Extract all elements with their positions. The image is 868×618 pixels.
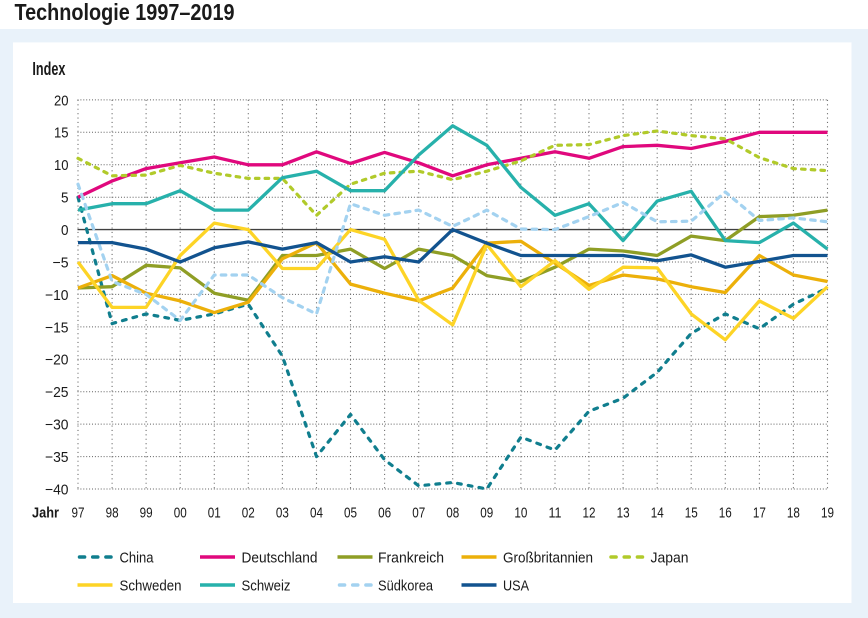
svg-text:20: 20 — [54, 92, 69, 109]
svg-text:USA: USA — [503, 578, 529, 595]
svg-text:Großbritannien: Großbritannien — [503, 550, 593, 567]
svg-text:Index: Index — [32, 59, 65, 79]
svg-text:99: 99 — [140, 505, 153, 522]
svg-text:04: 04 — [310, 505, 323, 522]
svg-text:−35: −35 — [45, 449, 69, 466]
svg-text:98: 98 — [106, 505, 119, 522]
svg-text:Deutschland: Deutschland — [242, 550, 318, 567]
svg-text:−30: −30 — [45, 417, 69, 434]
svg-text:China: China — [120, 550, 155, 567]
svg-text:16: 16 — [719, 505, 732, 522]
svg-text:10: 10 — [54, 157, 69, 174]
svg-text:Frankreich: Frankreich — [378, 550, 444, 567]
svg-text:09: 09 — [480, 505, 493, 522]
svg-text:12: 12 — [583, 505, 596, 522]
svg-text:18: 18 — [787, 505, 800, 522]
svg-text:−25: −25 — [45, 384, 69, 401]
svg-text:−20: −20 — [45, 352, 69, 369]
svg-text:17: 17 — [753, 505, 766, 522]
svg-text:15: 15 — [54, 125, 69, 142]
svg-text:05: 05 — [344, 505, 357, 522]
svg-text:08: 08 — [446, 505, 459, 522]
svg-text:Japan: Japan — [651, 550, 689, 567]
svg-text:5: 5 — [61, 190, 69, 207]
svg-text:13: 13 — [617, 505, 630, 522]
svg-text:00: 00 — [174, 505, 187, 522]
svg-text:0: 0 — [61, 222, 69, 239]
svg-text:−10: −10 — [45, 287, 69, 304]
svg-text:Jahr: Jahr — [32, 505, 59, 522]
svg-text:Technologie 1997–2019: Technologie 1997–2019 — [15, 0, 235, 25]
svg-text:15: 15 — [685, 505, 698, 522]
svg-text:−15: −15 — [45, 319, 69, 336]
svg-text:11: 11 — [549, 505, 562, 522]
svg-text:Schweden: Schweden — [120, 578, 182, 595]
svg-text:03: 03 — [276, 505, 289, 522]
svg-text:10: 10 — [514, 505, 527, 522]
svg-text:07: 07 — [412, 505, 425, 522]
svg-text:06: 06 — [378, 505, 391, 522]
svg-text:−40: −40 — [45, 481, 69, 498]
svg-text:01: 01 — [208, 505, 221, 522]
svg-text:Schweiz: Schweiz — [242, 578, 291, 595]
svg-text:−5: −5 — [53, 254, 69, 271]
svg-text:97: 97 — [72, 505, 85, 522]
svg-text:02: 02 — [242, 505, 255, 522]
svg-text:14: 14 — [651, 505, 664, 522]
svg-text:Südkorea: Südkorea — [378, 578, 434, 595]
svg-text:19: 19 — [821, 505, 834, 522]
